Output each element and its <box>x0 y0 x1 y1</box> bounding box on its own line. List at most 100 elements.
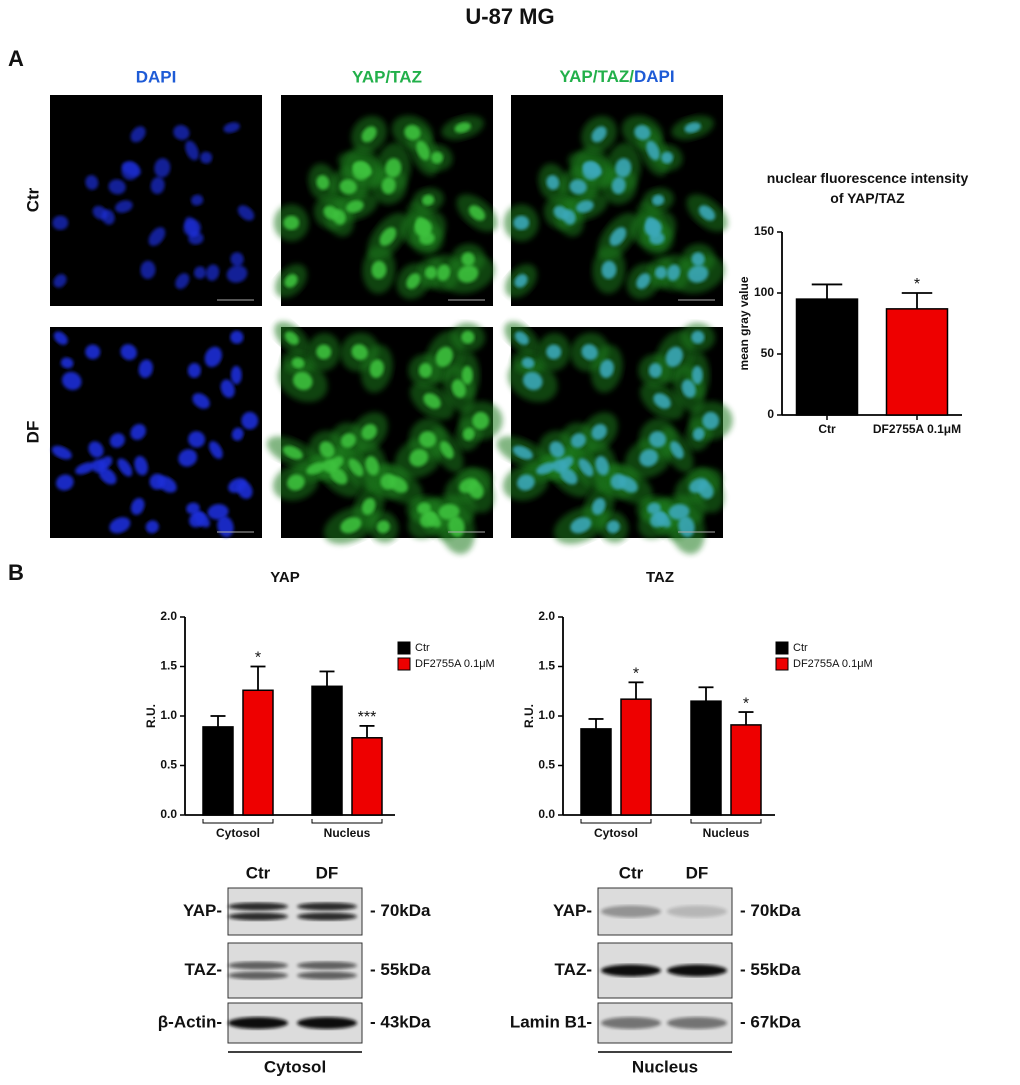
nucleus <box>120 344 137 361</box>
nucleus <box>514 274 528 288</box>
nucleus <box>340 433 356 448</box>
nucleus <box>230 365 242 385</box>
legend-swatch <box>397 641 411 655</box>
cells <box>273 115 498 300</box>
nucleus <box>371 260 387 280</box>
nucleus <box>440 441 454 459</box>
nucleus <box>306 462 327 475</box>
legend-swatch <box>397 657 411 671</box>
band-label: TAZ- <box>185 960 222 979</box>
nucleus <box>670 441 684 459</box>
nucleus <box>183 219 202 237</box>
y-tick-label: 100 <box>754 285 774 299</box>
x-tick-label: Nucleus <box>703 826 750 840</box>
y-tick-label: 0.5 <box>538 758 555 772</box>
nucleus <box>51 445 72 460</box>
nucleus <box>582 161 600 181</box>
lane-label: DF <box>686 863 709 882</box>
nucleus <box>661 151 674 164</box>
nucleus <box>684 122 701 133</box>
nucleus <box>149 473 166 490</box>
legend-label: Ctr <box>415 642 430 654</box>
nucleus <box>606 520 620 534</box>
nucleus <box>462 427 475 441</box>
band <box>228 912 288 921</box>
nucleus <box>178 449 198 467</box>
nucleus <box>209 441 223 459</box>
nucleus <box>237 481 253 499</box>
nucleus <box>650 511 667 528</box>
nucleus <box>681 379 696 398</box>
nucleus <box>649 431 667 448</box>
nucleus <box>53 331 68 345</box>
nucleus <box>230 330 244 344</box>
y-tick-label: 1.0 <box>538 708 555 722</box>
nucleus <box>284 274 298 288</box>
nucleus <box>553 205 569 220</box>
nucleus <box>472 411 490 430</box>
band <box>228 1017 288 1029</box>
nucleus <box>121 161 139 181</box>
nucleus <box>559 467 578 485</box>
band-size: - 70kDa <box>370 901 431 920</box>
y-tick-label: 0.0 <box>538 807 555 821</box>
nucleus <box>609 227 627 246</box>
nucleus <box>570 433 586 448</box>
nucleus <box>173 125 190 141</box>
significance-mark: *** <box>358 709 377 726</box>
nucleus <box>322 459 338 473</box>
nucleus <box>108 179 126 195</box>
x-tick-label: Cytosol <box>594 826 638 840</box>
nucleus <box>581 344 598 361</box>
nucleus <box>610 473 627 490</box>
band-size: - 43kDa <box>370 1012 431 1031</box>
bar <box>795 298 859 416</box>
nucleus <box>379 227 397 246</box>
panel-label: B <box>8 560 24 585</box>
nucleus <box>316 344 332 360</box>
nucleus <box>339 179 357 195</box>
y-tick-label: 0 <box>767 407 774 421</box>
lane-label: DF <box>316 863 339 882</box>
nucleus <box>451 379 466 398</box>
nucleus <box>423 393 441 409</box>
nucleus <box>421 194 435 206</box>
x-tick-label: Cytosol <box>216 826 260 840</box>
band-label: YAP- <box>553 901 592 920</box>
nucleus <box>691 252 705 267</box>
nucleus <box>406 273 421 290</box>
nucleus <box>154 158 171 178</box>
nucleus <box>192 393 210 409</box>
category-bracket <box>202 819 274 824</box>
nucleus <box>380 473 397 490</box>
band <box>667 964 727 977</box>
significance-mark: * <box>914 276 920 293</box>
nucleus <box>461 365 473 385</box>
nucleus <box>385 158 402 178</box>
nucleus <box>91 459 107 473</box>
nucleus <box>702 411 720 430</box>
nucleus <box>546 344 562 360</box>
figure-title: U-87 MG <box>465 4 554 29</box>
nucleus <box>461 252 475 267</box>
legend-label: DF2755A 0.1μM <box>793 658 873 670</box>
nucleus <box>138 359 153 378</box>
y-axis-label: mean gray value <box>737 276 751 370</box>
nucleus <box>646 140 660 161</box>
nucleus <box>648 362 662 378</box>
column-label: YAP/TAZ/DAPI <box>559 67 674 86</box>
nucleus <box>292 371 313 391</box>
nucleus <box>651 194 665 206</box>
nucleus <box>692 427 705 441</box>
nucleus <box>85 175 99 190</box>
nucleus <box>536 462 557 475</box>
nucleus <box>284 331 299 345</box>
nucleus <box>361 497 376 515</box>
nucleus <box>55 474 74 491</box>
nucleus <box>109 433 125 448</box>
nucleus <box>698 205 716 221</box>
nucleus <box>409 449 429 467</box>
nucleus <box>595 456 609 476</box>
y-tick-label: 2.0 <box>160 609 177 623</box>
bar <box>730 724 762 816</box>
